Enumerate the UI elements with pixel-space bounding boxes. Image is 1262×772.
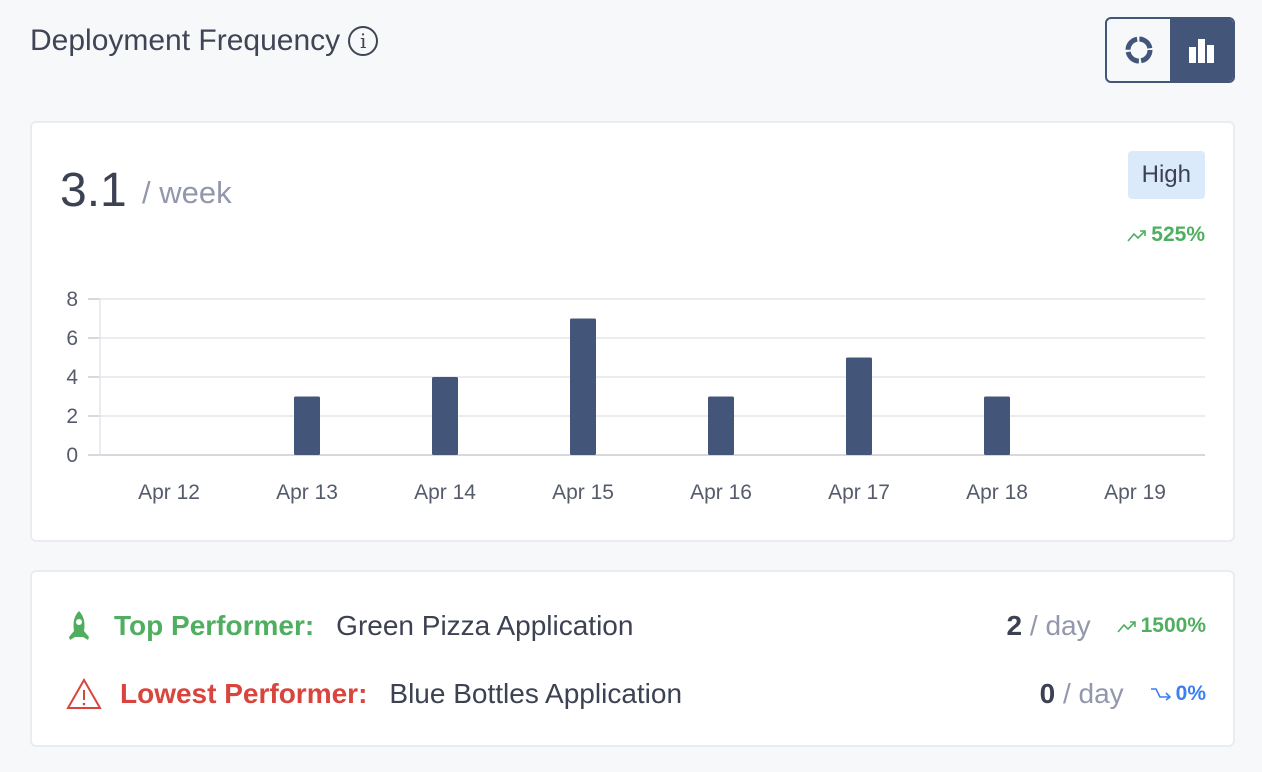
top-performer-unit: / day bbox=[1029, 610, 1091, 641]
lowest-performer-stats: 0 / day 0% bbox=[1040, 678, 1206, 710]
y-tick-label: 6 bbox=[66, 327, 78, 350]
info-icon[interactable]: i bbox=[348, 26, 379, 56]
trend-value: 0% bbox=[1175, 682, 1206, 705]
bar bbox=[432, 377, 458, 455]
bar bbox=[570, 318, 596, 455]
x-tick-label: Apr 16 bbox=[690, 481, 752, 504]
x-tick-label: Apr 12 bbox=[138, 481, 200, 504]
x-tick-label: Apr 18 bbox=[966, 481, 1028, 504]
bar bbox=[708, 396, 734, 455]
view-toggle bbox=[1105, 17, 1235, 83]
lowest-performer-trend: 0% bbox=[1150, 682, 1206, 706]
page-title: Deployment Frequency i bbox=[30, 24, 379, 58]
x-tick-label: Apr 17 bbox=[828, 481, 890, 504]
bar bbox=[984, 396, 1010, 455]
bar-chart: 0 2 4 6 8 Apr 12 Apr 13 Apr 14 Apr 15 Apr 16 Apr 1… bbox=[66, 288, 1205, 504]
y-tick-label: 8 bbox=[66, 288, 78, 311]
trend-up-icon bbox=[1127, 230, 1147, 242]
frequency-unit: / week bbox=[142, 175, 232, 210]
y-tick-label: 4 bbox=[66, 366, 78, 389]
chart-card: 3.1 / week High 525% 0 2 4 6 8 Apr 12 Apr 13 Ap… bbox=[30, 121, 1235, 542]
top-performer-row: Top Performer: Green Pizza Application 2… bbox=[66, 610, 1206, 642]
top-performer-value: 2 bbox=[1006, 610, 1023, 641]
x-tick-label: Apr 19 bbox=[1104, 481, 1166, 504]
bar-view-button[interactable] bbox=[1170, 19, 1233, 81]
top-performer-label: Top Performer: bbox=[114, 610, 315, 641]
x-tick-label: Apr 13 bbox=[276, 481, 338, 504]
y-tick-label: 2 bbox=[66, 405, 78, 428]
lowest-performer-row: Lowest Performer: Blue Bottles Applicati… bbox=[66, 678, 1206, 710]
warning-icon bbox=[66, 678, 102, 709]
trend-value: 1500% bbox=[1140, 614, 1206, 637]
trend-value: 525% bbox=[1151, 223, 1205, 246]
title-text: Deployment Frequency bbox=[30, 24, 341, 57]
rocket-icon bbox=[69, 611, 89, 640]
top-performer-name[interactable]: Green Pizza Application bbox=[336, 610, 634, 641]
frequency-trend: 525% bbox=[1127, 223, 1205, 247]
x-tick-label: Apr 14 bbox=[414, 481, 476, 504]
trend-up-icon bbox=[1117, 621, 1136, 633]
lowest-performer-name[interactable]: Blue Bottles Application bbox=[389, 678, 683, 709]
donut-icon bbox=[1125, 36, 1152, 64]
top-performer-stats: 2 / day 1500% bbox=[1007, 610, 1206, 642]
trend-flat-icon bbox=[1150, 688, 1171, 701]
donut-view-button[interactable] bbox=[1107, 19, 1170, 81]
top-performer-trend: 1500% bbox=[1117, 614, 1206, 638]
x-tick-label: Apr 15 bbox=[552, 481, 614, 504]
lowest-performer-value: 0 bbox=[1039, 678, 1056, 709]
performers-card: Top Performer: Green Pizza Application 2… bbox=[30, 570, 1235, 747]
bar-chart-icon bbox=[1188, 39, 1214, 63]
lowest-performer-unit: / day bbox=[1062, 678, 1124, 709]
bar bbox=[294, 396, 320, 455]
bar bbox=[846, 357, 872, 455]
frequency-value: 3.1 bbox=[60, 164, 127, 217]
y-tick-label: 0 bbox=[66, 444, 78, 467]
lowest-performer-label: Lowest Performer: bbox=[120, 678, 368, 709]
performance-badge: High bbox=[1127, 151, 1205, 199]
